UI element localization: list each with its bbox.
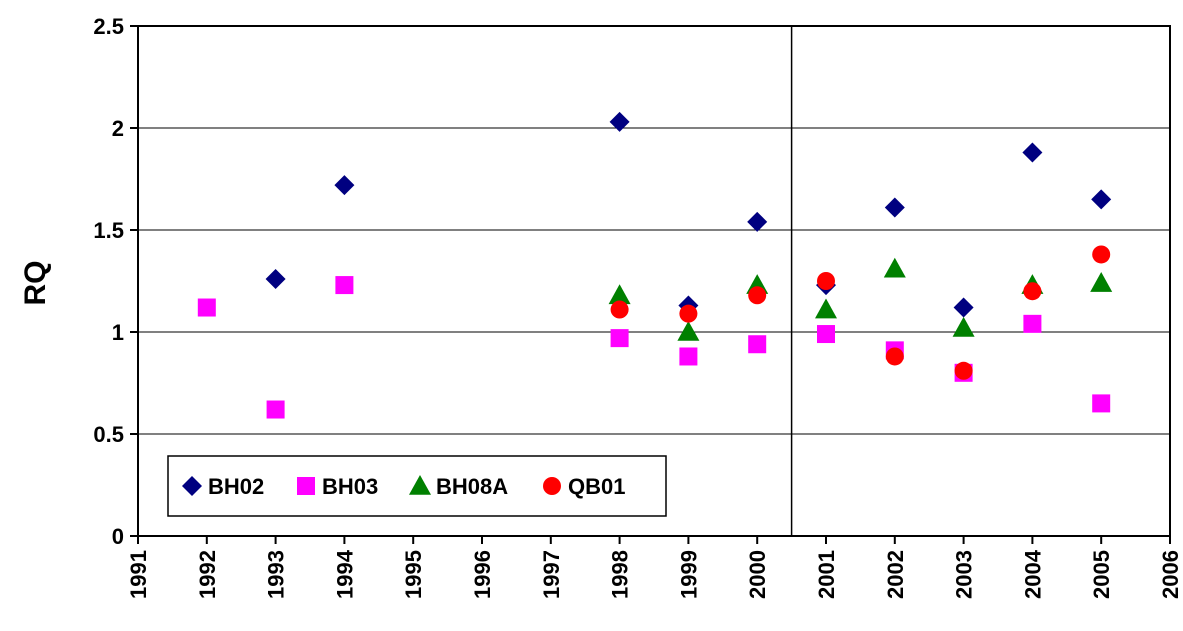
plot-frame [137, 25, 1171, 537]
x-tick-label: 1994 [332, 549, 357, 599]
x-tick-label: 2001 [814, 550, 839, 599]
x-tick-label: 1993 [264, 550, 289, 599]
point-bh03 [335, 276, 354, 295]
legend-marker-bh02 [182, 476, 202, 496]
x-tick-label: 2003 [952, 550, 977, 599]
point-bh03 [1023, 314, 1042, 333]
point-bh03 [748, 335, 767, 354]
point-qb01 [679, 304, 698, 323]
point-qb01 [748, 286, 767, 305]
x-tick-label: 1991 [126, 550, 151, 599]
point-qb01 [885, 347, 904, 366]
point-bh02 [1091, 189, 1112, 210]
point-qb01 [1092, 245, 1111, 264]
legend-label-bh08a: BH08A [436, 474, 508, 499]
data-points [197, 111, 1113, 419]
y-tick-label: 2.5 [93, 14, 124, 39]
point-qb01 [817, 272, 835, 290]
point-bh03 [1092, 394, 1111, 413]
point-qb01 [954, 361, 973, 380]
point-bh02 [1022, 142, 1043, 163]
y-tick-label: 2 [112, 116, 124, 141]
point-bh08a [1090, 272, 1113, 292]
legend-marker-bh03 [297, 477, 315, 495]
point-bh02 [334, 175, 355, 196]
point-qb01 [610, 300, 629, 319]
y-tick-label: 0 [112, 524, 124, 549]
point-bh08a [883, 257, 906, 278]
gridlines [138, 25, 1170, 435]
point-qb01 [1023, 282, 1042, 301]
x-tick-label: 2002 [883, 550, 908, 599]
x-tick-label: 1999 [676, 550, 701, 599]
x-tick-label: 2006 [1158, 550, 1183, 599]
x-tick-label: 1996 [470, 550, 495, 599]
point-bh03 [610, 329, 629, 348]
axes [130, 25, 1171, 544]
x-tick-label: 1997 [539, 550, 564, 599]
x-tick-label: 2004 [1020, 549, 1045, 599]
point-bh08a [952, 316, 975, 337]
point-bh08a [608, 284, 631, 305]
x-tick-label: 1995 [401, 550, 426, 599]
y-axis-title: RQ [19, 261, 52, 306]
x-tick-label: 1998 [608, 550, 633, 599]
point-bh03 [266, 400, 285, 419]
tick-labels: 0 0.5 1 1.5 2 2.5 1991 1992 1993 1994 1995 1996 1997… [93, 14, 1183, 599]
x-tick-label: 1992 [195, 550, 220, 599]
point-bh03 [817, 325, 835, 344]
legend-label-bh02: BH02 [208, 474, 264, 499]
point-bh02 [747, 211, 768, 232]
point-bh03 [679, 347, 698, 366]
legend-marker-qb01 [543, 477, 561, 495]
y-tick-label: 1 [112, 320, 124, 345]
point-bh08a [815, 298, 837, 319]
legend-marker-bh08a [409, 475, 431, 495]
point-bh02 [265, 268, 286, 289]
point-bh02 [884, 197, 905, 218]
point-bh02 [609, 111, 630, 132]
legend: BH02 BH03 BH08A QB01 [167, 455, 667, 517]
x-tick-label: 2000 [745, 550, 770, 599]
y-tick-label: 1.5 [93, 218, 124, 243]
point-bh02 [953, 297, 974, 318]
legend-label-bh03: BH03 [322, 474, 378, 499]
legend-label-qb01: QB01 [568, 474, 625, 499]
point-bh08a [677, 321, 700, 341]
point-bh03 [197, 298, 216, 317]
y-tick-label: 0.5 [93, 422, 124, 447]
x-tick-label: 2005 [1089, 550, 1114, 599]
